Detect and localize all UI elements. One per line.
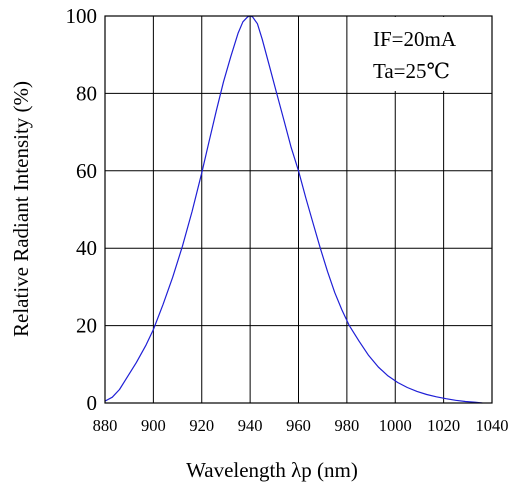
y-axis-title: Relative Radiant Intensity (%) xyxy=(9,81,33,337)
x-tick-label: 1020 xyxy=(427,416,460,435)
tick-layer: 880 900 920 940 960 980 1000 1020 1040 0 20 40 60 80 1… xyxy=(66,4,509,435)
x-tick-label: 940 xyxy=(238,416,263,435)
y-tick-label: 100 xyxy=(66,4,98,28)
y-tick-label: 0 xyxy=(87,391,98,415)
x-tick-label: 960 xyxy=(286,416,311,435)
plot-frame xyxy=(104,15,493,404)
data-layer xyxy=(104,15,483,404)
y-tick-label: 80 xyxy=(76,81,97,105)
intensity-curve-0 xyxy=(104,15,483,404)
annotation-temperature: Ta=25℃ xyxy=(373,59,450,83)
x-axis-title: Wavelength λp (nm) xyxy=(186,458,358,482)
x-tick-label: 980 xyxy=(335,416,360,435)
y-tick-label: 60 xyxy=(76,159,97,183)
y-tick-label: 40 xyxy=(76,236,97,260)
x-tick-label: 1040 xyxy=(476,416,509,435)
y-tick-label: 20 xyxy=(76,314,97,338)
annotation-current: IF=20mA xyxy=(373,27,457,51)
x-tick-label: 880 xyxy=(93,416,118,435)
frame-layer xyxy=(104,15,493,404)
x-tick-label: 920 xyxy=(189,416,214,435)
legend-box xyxy=(364,17,490,91)
x-tick-label: 1000 xyxy=(379,416,412,435)
x-tick-label: 900 xyxy=(141,416,166,435)
